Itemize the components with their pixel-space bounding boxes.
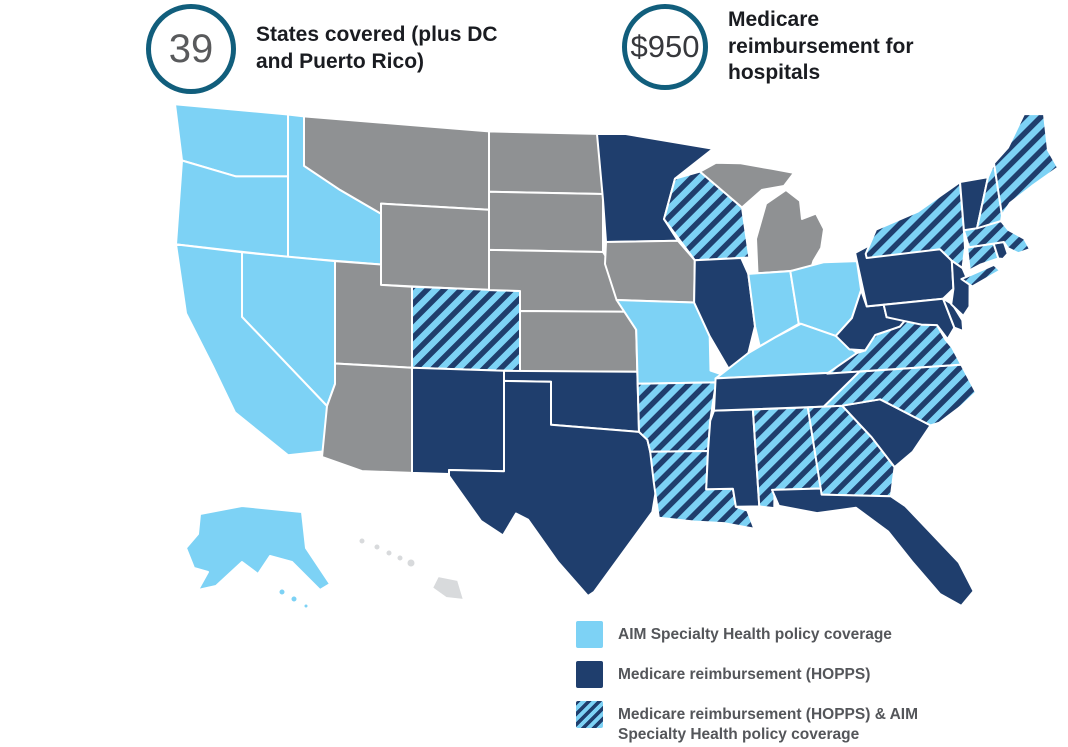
state-nj (950, 259, 971, 317)
state-mi (755, 188, 825, 275)
state-ma (962, 220, 1031, 255)
legend-label-aim: AIM Specialty Health policy coverage (618, 626, 892, 643)
state-ny (864, 181, 966, 269)
stat-label-reimbursement: Medicare reimbursement for hospitals (728, 7, 914, 85)
state-nm (411, 366, 505, 475)
legend-item-both: Medicare reimbursement (HOPPS) & AIM Spe… (576, 701, 970, 746)
state-wy (380, 202, 490, 292)
state-hi-island (358, 537, 366, 545)
state-tx (448, 379, 659, 597)
stat-circle-reimbursement: $950 (622, 4, 708, 90)
legend-item-hopps: Medicare reimbursement (HOPPS) (576, 661, 970, 688)
map-legend: AIM Specialty Health policy coverage Med… (576, 621, 970, 746)
state-fl (771, 487, 975, 607)
state-nd (488, 130, 604, 195)
state-sd (488, 190, 604, 253)
stat-value-states: 39 (168, 26, 214, 71)
state-nc (822, 363, 977, 427)
state-ak-island (290, 595, 298, 603)
stat-circle-states: 39 (146, 4, 236, 94)
stat-value-reimbursement: $950 (630, 29, 700, 64)
state-hi (431, 575, 465, 601)
state-mi (699, 161, 795, 209)
state-ak-island (303, 603, 309, 609)
legend-label-hopps: Medicare reimbursement (HOPPS) (618, 666, 871, 683)
stat-states-covered: 39 States covered (plus DC and Puerto Ri… (146, 4, 508, 94)
state-hi-island (396, 554, 404, 562)
state-ks (519, 310, 639, 373)
state-ca (175, 243, 328, 457)
legend-label-both: Medicare reimbursement (HOPPS) & AIM Spe… (618, 706, 919, 744)
state-ak-island (278, 588, 286, 596)
legend-swatch-both (576, 701, 603, 728)
stat-medicare-reimbursement: $950 Medicare reimbursement for hospital… (622, 4, 976, 90)
state-az (321, 362, 413, 474)
state-ar (636, 381, 717, 453)
legend-swatch-aim (576, 621, 603, 648)
state-ny (960, 263, 1002, 288)
state-hi-island (385, 549, 393, 557)
legend-item-aim: AIM Specialty Health policy coverage (576, 621, 970, 648)
stat-label-states: States covered (plus DC and Puerto Rico) (256, 23, 498, 73)
state-co (411, 285, 521, 373)
state-ia (604, 239, 696, 304)
state-hi-island (373, 543, 381, 551)
state-hi-island (406, 558, 416, 568)
state-me (993, 113, 1059, 217)
legend-swatch-hopps (576, 661, 603, 688)
state-ak (185, 505, 331, 591)
